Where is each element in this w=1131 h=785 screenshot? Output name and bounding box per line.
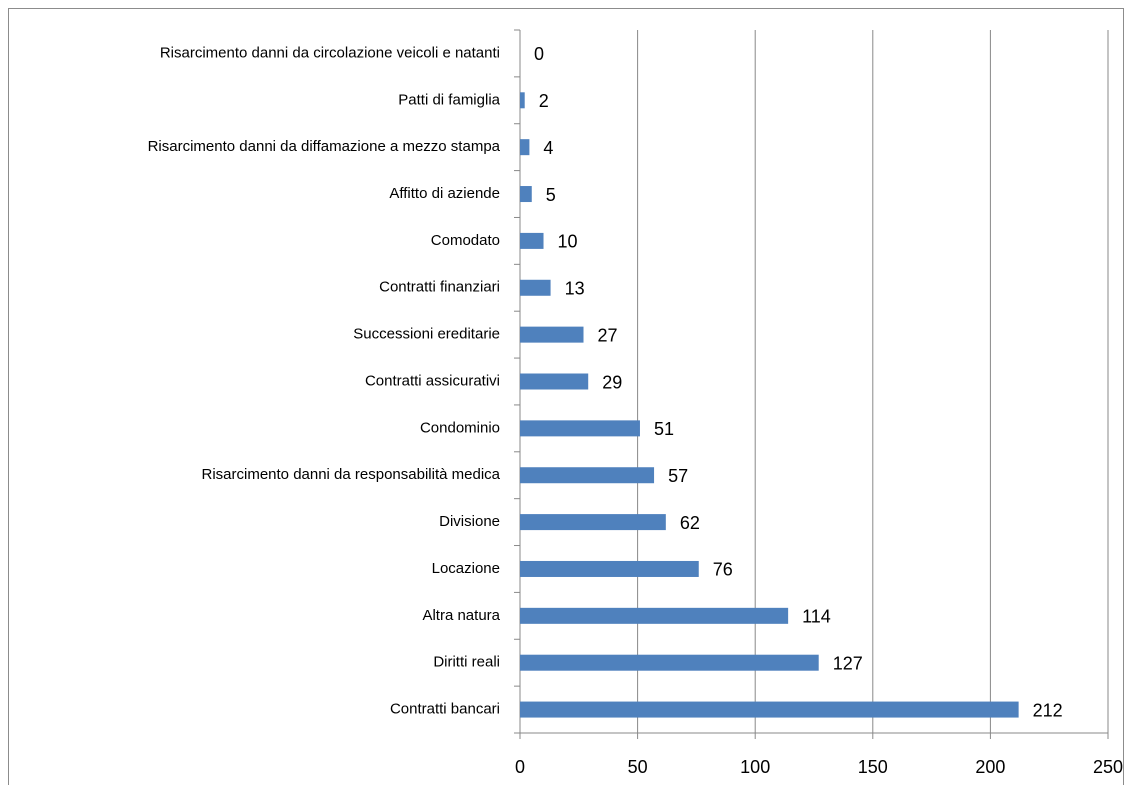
y-tick-label: Divisione	[439, 513, 500, 530]
data-label: 212	[1033, 700, 1063, 720]
x-tick-label: 50	[628, 757, 648, 777]
bar	[520, 279, 551, 296]
x-tick-label: 100	[740, 757, 770, 777]
y-tick-label: Contratti bancari	[390, 701, 500, 718]
y-tick-label: Risarcimento danni da circolazione veico…	[160, 44, 500, 61]
data-label: 76	[713, 560, 733, 580]
y-tick-label: Affitto di aziende	[389, 185, 500, 202]
x-tick-label: 150	[858, 757, 888, 777]
bar	[520, 139, 530, 156]
y-tick-label: Condominio	[420, 419, 500, 436]
bar	[520, 654, 819, 671]
bar	[520, 607, 789, 624]
bar	[520, 467, 655, 484]
y-tick-label: Contratti finanziari	[379, 279, 500, 296]
y-tick-label: Locazione	[432, 560, 500, 577]
bar	[520, 373, 589, 390]
y-tick-label: Contratti assicurativi	[365, 372, 500, 389]
bar	[520, 232, 544, 249]
y-tick-label: Risarcimento danni da responsabilità med…	[202, 466, 501, 483]
x-tick-label: 0	[515, 757, 525, 777]
data-label: 127	[833, 653, 863, 673]
data-label: 10	[558, 232, 578, 252]
data-label: 114	[802, 607, 831, 627]
bar	[520, 560, 699, 577]
data-label: 62	[680, 513, 700, 533]
x-tick-label: 250	[1093, 757, 1123, 777]
data-label: 2	[539, 91, 549, 111]
data-label: 57	[668, 466, 688, 486]
bar	[520, 326, 584, 343]
y-tick-label: Patti di famiglia	[398, 91, 500, 108]
data-label: 29	[602, 372, 622, 392]
data-label: 13	[565, 279, 585, 299]
data-label: 51	[654, 419, 674, 439]
bar	[520, 92, 525, 109]
bar	[520, 701, 1019, 718]
bar	[520, 186, 532, 203]
data-label: 4	[543, 138, 553, 158]
data-label: 27	[598, 325, 618, 345]
y-tick-label: Diritti reali	[433, 654, 500, 671]
bar	[520, 420, 640, 437]
y-tick-label: Successioni ereditarie	[353, 326, 500, 343]
y-tick-label: Altra natura	[422, 607, 500, 624]
data-label: 5	[546, 185, 556, 205]
data-label: 0	[534, 44, 544, 64]
bar	[520, 514, 666, 531]
y-tick-label: Risarcimento danni da diffamazione a mez…	[148, 138, 501, 155]
x-tick-label: 200	[975, 757, 1005, 777]
y-tick-label: Comodato	[431, 232, 500, 249]
